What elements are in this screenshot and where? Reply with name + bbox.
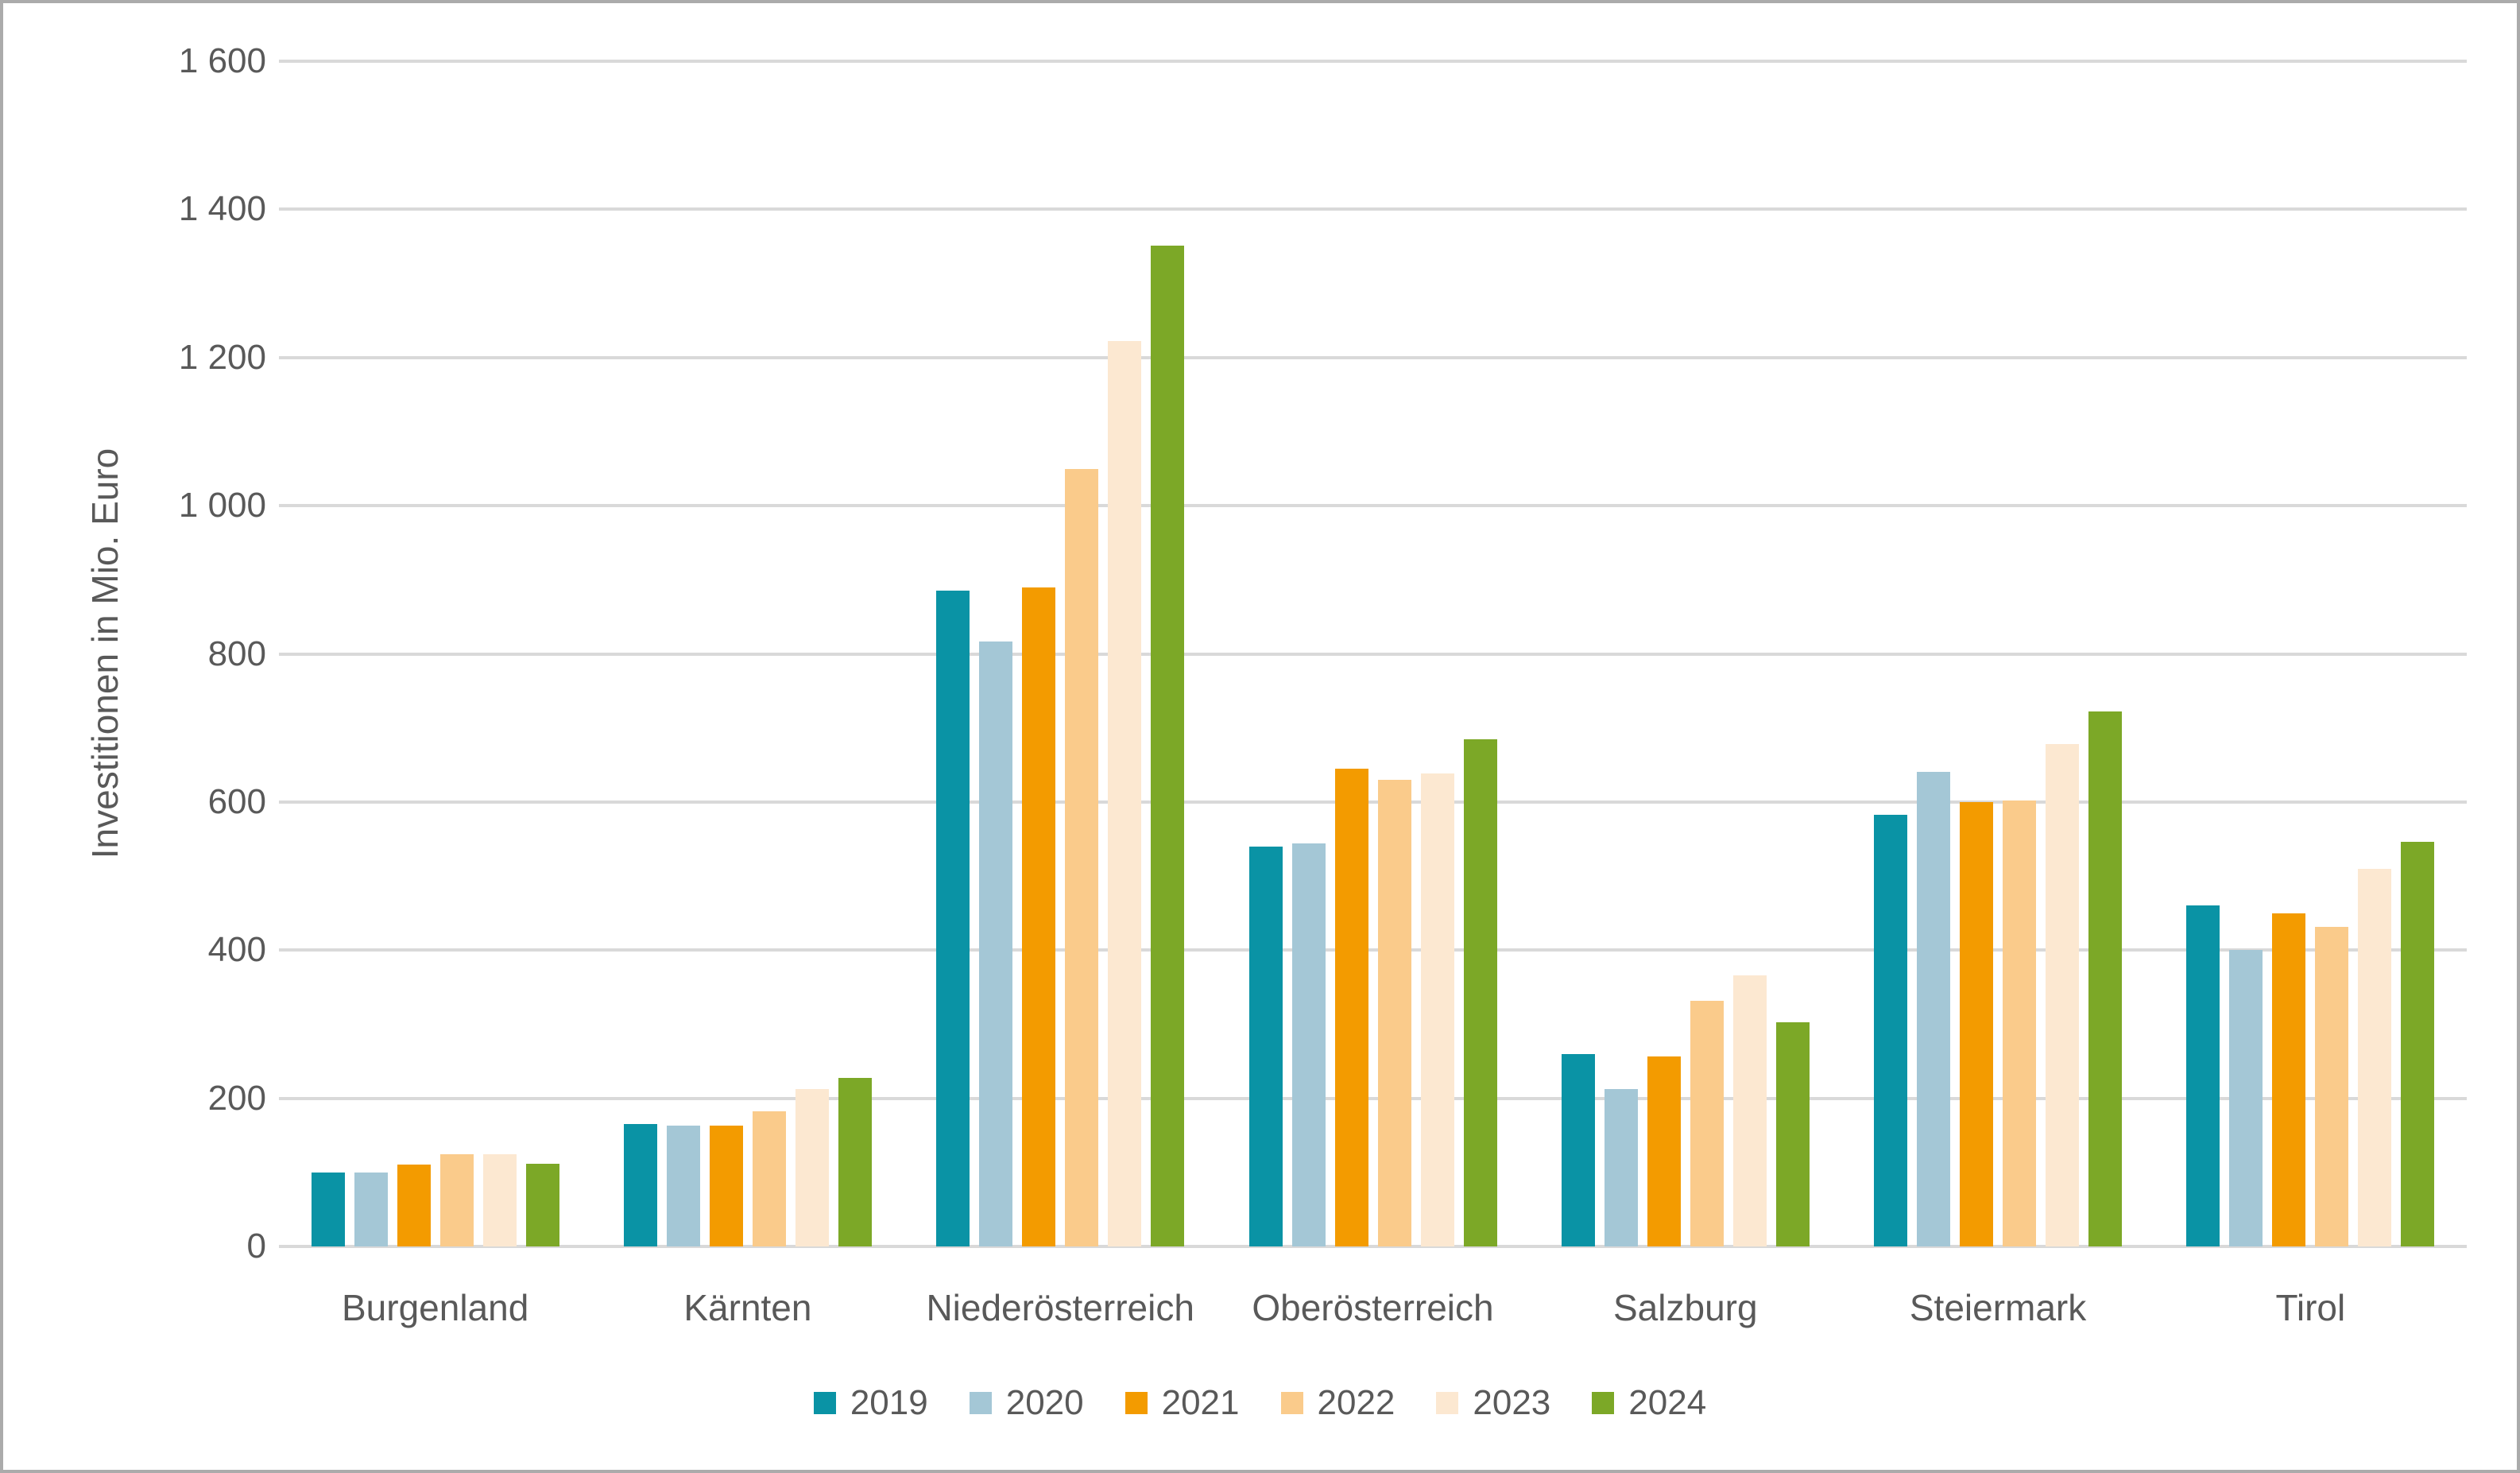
gridline-600 bbox=[279, 800, 2467, 804]
bar-2022-steiermark bbox=[2003, 800, 2037, 1246]
bar-2023-steiermark bbox=[2046, 744, 2080, 1246]
y-tick-label-400: 400 bbox=[207, 930, 266, 970]
bar-2022-salzburg bbox=[1690, 1000, 1724, 1246]
bar-2022-tirol bbox=[2315, 927, 2349, 1246]
bar-2019-nieder-sterreich bbox=[936, 591, 970, 1246]
bar-2019-k-rnten bbox=[623, 1124, 657, 1246]
y-tick-label-200: 200 bbox=[207, 1078, 266, 1118]
bar-2023-burgenland bbox=[482, 1153, 517, 1246]
legend-label-2024: 2024 bbox=[1628, 1383, 1707, 1422]
bar-2019-salzburg bbox=[1561, 1053, 1595, 1246]
bar-2020-k-rnten bbox=[666, 1126, 700, 1246]
bar-2020-burgenland bbox=[354, 1172, 388, 1246]
bar-2023-ober-sterreich bbox=[1420, 773, 1454, 1246]
bar-2023-nieder-sterreich bbox=[1108, 341, 1142, 1246]
legend-label-2021: 2021 bbox=[1161, 1383, 1240, 1422]
y-tick-label-600: 600 bbox=[207, 781, 266, 821]
x-category-label-nieder-sterreich: Niederösterreich bbox=[926, 1287, 1194, 1328]
x-category-label-k-rnten: Kärnten bbox=[683, 1287, 812, 1328]
bar-2022-nieder-sterreich bbox=[1065, 468, 1099, 1246]
legend-item-2020: 2020 bbox=[969, 1383, 1084, 1423]
bar-2019-steiermark bbox=[1874, 814, 1908, 1246]
gridline-200 bbox=[279, 1096, 2467, 1100]
legend-chip-2023 bbox=[1436, 1392, 1459, 1414]
legend-chip-2024 bbox=[1592, 1392, 1615, 1414]
legend-item-2023: 2023 bbox=[1436, 1383, 1550, 1423]
y-tick-label-1200: 1 200 bbox=[178, 337, 266, 377]
x-category-label-steiermark: Steiermark bbox=[1909, 1287, 2087, 1328]
legend-chip-2022 bbox=[1280, 1392, 1303, 1414]
bar-2019-burgenland bbox=[311, 1172, 345, 1246]
bar-2023-k-rnten bbox=[795, 1089, 829, 1246]
bar-2023-tirol bbox=[2358, 868, 2392, 1246]
bar-2022-k-rnten bbox=[752, 1111, 786, 1246]
bar-2019-tirol bbox=[2186, 905, 2220, 1246]
bar-2024-nieder-sterreich bbox=[1151, 246, 1185, 1246]
gridline-400 bbox=[279, 948, 2467, 952]
legend-chip-2019 bbox=[813, 1392, 836, 1414]
bar-2021-k-rnten bbox=[709, 1126, 743, 1246]
y-tick-label-800: 800 bbox=[207, 634, 266, 673]
bar-2021-salzburg bbox=[1647, 1056, 1681, 1246]
gridline-1400 bbox=[279, 207, 2467, 211]
gridline-1200 bbox=[279, 355, 2467, 359]
bar-2020-tirol bbox=[2229, 950, 2263, 1246]
y-tick-label-0: 0 bbox=[246, 1227, 266, 1266]
bar-2022-burgenland bbox=[439, 1154, 474, 1246]
bar-2020-ober-sterreich bbox=[1291, 843, 1326, 1246]
y-tick-label-1400: 1 400 bbox=[178, 189, 266, 229]
x-axis-category-labels: Burgenland Kärnten Niederösterreich Oberöst… bbox=[279, 1280, 2467, 1335]
y-tick-label-1600: 1 600 bbox=[178, 41, 266, 80]
bar-2021-burgenland bbox=[397, 1164, 431, 1246]
legend-chip-2020 bbox=[969, 1392, 992, 1414]
legend-item-2019: 2019 bbox=[813, 1383, 928, 1423]
bar-2023-salzburg bbox=[1732, 975, 1767, 1246]
gridline-0 bbox=[279, 1245, 2467, 1248]
bar-2024-salzburg bbox=[1775, 1021, 1810, 1246]
legend-label-2023: 2023 bbox=[1473, 1383, 1551, 1422]
legend-item-2021: 2021 bbox=[1125, 1383, 1240, 1423]
legend-label-2019: 2019 bbox=[850, 1383, 928, 1422]
bar-2021-steiermark bbox=[1960, 801, 1994, 1246]
bar-2024-ober-sterreich bbox=[1463, 738, 1497, 1246]
bar-2021-nieder-sterreich bbox=[1022, 587, 1056, 1246]
x-category-label-burgenland: Burgenland bbox=[341, 1287, 529, 1328]
gridline-1000 bbox=[279, 504, 2467, 508]
bar-2021-tirol bbox=[2272, 913, 2306, 1246]
legend: 2019 2020 2021 2022 2023 2024 bbox=[3, 1383, 2517, 1423]
legend-item-2022: 2022 bbox=[1280, 1383, 1395, 1423]
x-category-label-ober-sterreich: Oberösterreich bbox=[1252, 1287, 1494, 1328]
plot-area bbox=[279, 60, 2467, 1248]
legend-label-2020: 2020 bbox=[1005, 1383, 1084, 1422]
y-tick-label-1000: 1 000 bbox=[178, 486, 266, 525]
y-axis-tick-labels: 0 200 400 600 800 1 000 1 200 1 400 1 600 bbox=[3, 41, 266, 1266]
bar-2021-ober-sterreich bbox=[1334, 768, 1368, 1246]
bar-2024-steiermark bbox=[2088, 711, 2123, 1246]
bar-2024-tirol bbox=[2401, 842, 2435, 1246]
bar-2020-steiermark bbox=[1917, 771, 1951, 1246]
legend-item-2024: 2024 bbox=[1592, 1383, 1706, 1423]
gridline-800 bbox=[279, 652, 2467, 656]
bar-2020-salzburg bbox=[1604, 1088, 1638, 1246]
bar-2024-k-rnten bbox=[838, 1077, 872, 1246]
gridline-1600 bbox=[279, 60, 2467, 63]
legend-label-2022: 2022 bbox=[1317, 1383, 1395, 1422]
bar-2022-ober-sterreich bbox=[1377, 779, 1411, 1246]
x-category-label-salzburg: Salzburg bbox=[1613, 1287, 1758, 1328]
bar-2020-nieder-sterreich bbox=[979, 641, 1013, 1246]
bar-2024-burgenland bbox=[525, 1163, 559, 1246]
bar-2019-ober-sterreich bbox=[1248, 846, 1283, 1246]
legend-chip-2021 bbox=[1125, 1392, 1148, 1414]
x-category-label-tirol: Tirol bbox=[2275, 1287, 2346, 1328]
